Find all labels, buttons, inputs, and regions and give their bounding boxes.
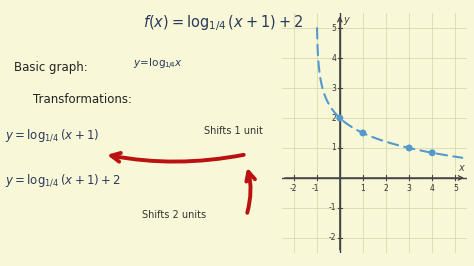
- Text: $y$: $y$: [343, 15, 351, 27]
- Point: [405, 146, 413, 150]
- Text: 5: 5: [331, 24, 337, 33]
- Text: $y = \log_{1/4}(x+1) + 2$: $y = \log_{1/4}(x+1) + 2$: [5, 173, 121, 189]
- Text: 3: 3: [331, 84, 337, 93]
- Text: Basic graph:: Basic graph:: [14, 61, 88, 74]
- Text: Shifts 2 units: Shifts 2 units: [142, 210, 206, 220]
- Text: -1: -1: [329, 203, 337, 212]
- Text: 4: 4: [430, 185, 435, 193]
- Text: Transformations:: Transformations:: [33, 93, 132, 106]
- Point: [336, 116, 344, 120]
- Text: -2: -2: [329, 233, 337, 242]
- Point: [428, 151, 436, 155]
- Text: $y\!=\!\log_{1\!/\!4}\!x$: $y\!=\!\log_{1\!/\!4}\!x$: [133, 57, 182, 72]
- Text: 3: 3: [407, 185, 411, 193]
- Text: 2: 2: [332, 114, 337, 123]
- Text: 1: 1: [332, 143, 337, 152]
- Point: [359, 131, 367, 135]
- Text: 2: 2: [383, 185, 388, 193]
- Text: Shifts 1 unit: Shifts 1 unit: [204, 126, 263, 136]
- Text: -2: -2: [290, 185, 297, 193]
- Text: $x$: $x$: [457, 163, 466, 173]
- Text: -1: -1: [312, 185, 319, 193]
- Text: 4: 4: [331, 54, 337, 63]
- Text: $f(x) = \log_{1/4}(x + 1) + 2$: $f(x) = \log_{1/4}(x + 1) + 2$: [143, 13, 303, 33]
- Text: 1: 1: [361, 185, 365, 193]
- Text: $y = \log_{1/4}(x+1)$: $y = \log_{1/4}(x+1)$: [5, 128, 99, 144]
- Text: 5: 5: [453, 185, 458, 193]
